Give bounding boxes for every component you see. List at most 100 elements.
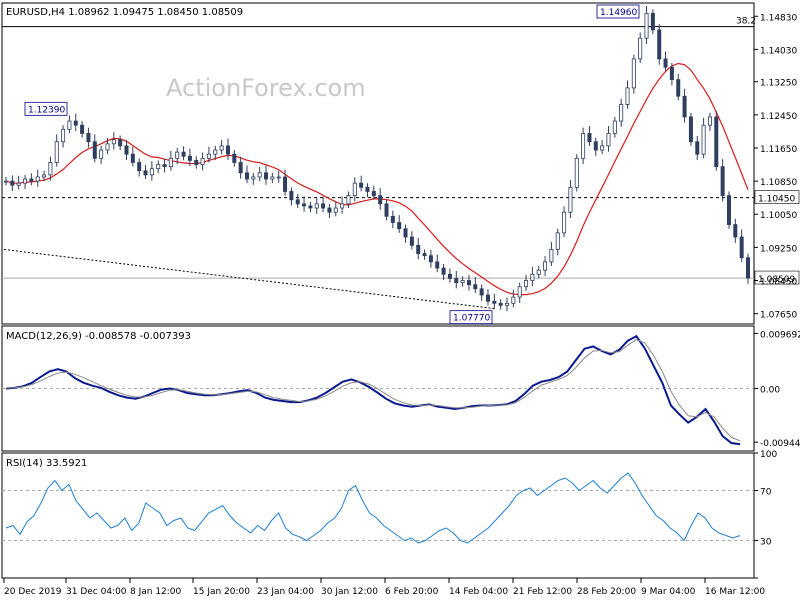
candle-body — [270, 176, 275, 180]
candle-body — [257, 172, 262, 178]
candle-body — [676, 79, 681, 97]
price-y-tick-label: 1.13250 — [760, 79, 797, 89]
candle-body — [707, 116, 712, 126]
candle-body — [321, 203, 326, 209]
candle-body — [111, 139, 116, 145]
candle-body — [524, 280, 529, 288]
x-tick-label: 9 Mar 04:00 — [641, 587, 696, 597]
x-tick-label: 23 Jan 04:00 — [257, 587, 314, 597]
candle-body — [428, 255, 433, 263]
candle-body — [42, 174, 47, 178]
price-marker-box — [754, 270, 800, 285]
candle-body — [549, 249, 554, 263]
candle-body — [714, 116, 719, 168]
candle-body — [403, 228, 408, 238]
candle-body — [206, 153, 211, 159]
candle-body — [657, 29, 662, 60]
macd-y-tick-label: 0.009692 — [760, 330, 800, 340]
x-tick-label: 15 Jan 20:00 — [193, 587, 250, 597]
candle-body — [492, 300, 497, 304]
candle-body — [606, 133, 611, 147]
candle-body — [4, 180, 9, 183]
candle-body — [574, 157, 579, 188]
x-tick-label: 14 Feb 04:00 — [449, 587, 508, 597]
rsi-y-axis: 100 70 30 — [754, 450, 777, 579]
candle-body — [187, 155, 192, 161]
x-tick-label: 21 Feb 12:00 — [513, 587, 572, 597]
x-tick-label: 6 Feb 20:00 — [385, 587, 439, 597]
price-annotation-label: 1.12390 — [28, 105, 65, 115]
candle-body — [555, 232, 560, 250]
candle-body — [631, 58, 636, 89]
candle-body — [143, 170, 148, 176]
candle-body — [340, 203, 345, 209]
macd-signal-line — [6, 339, 741, 442]
candle-body — [61, 128, 66, 143]
price-marker-label: 1.10450 — [758, 195, 795, 205]
candle-body — [302, 203, 307, 207]
candle-body — [73, 120, 78, 126]
candle-body — [365, 186, 370, 192]
price-y-tick-label: 1.10050 — [760, 211, 797, 221]
candle-body — [663, 58, 668, 68]
candle-body — [720, 166, 725, 196]
x-tick-label: 16 Mar 12:00 — [705, 587, 765, 597]
candle-body — [460, 280, 465, 283]
candle-body — [530, 273, 535, 281]
price-marker-box — [754, 190, 800, 204]
candle-body — [733, 224, 738, 238]
price-panel — [1, 2, 755, 325]
price-annotation-label: 1.07770 — [453, 314, 490, 324]
candle-body — [29, 178, 34, 182]
candle-body — [498, 302, 503, 306]
price-annotation-box — [449, 310, 493, 325]
candle-body — [181, 151, 186, 157]
candle-body — [48, 162, 53, 176]
candle-body — [726, 195, 731, 225]
candle-body — [352, 182, 357, 197]
ma-polyline — [5, 62, 749, 296]
candle-body — [156, 164, 161, 170]
x-tick-label: 30 Jan 12:00 — [321, 587, 378, 597]
rsi-line — [5, 472, 741, 544]
candle-body — [200, 157, 205, 165]
price-y-tick-label: 1.07650 — [760, 311, 797, 321]
trendline-segment — [3, 248, 496, 310]
price-y-tick-label: 1.12450 — [760, 112, 797, 122]
candle-body — [479, 288, 484, 296]
rsi-polyline — [5, 472, 741, 544]
candle-body — [333, 207, 338, 213]
candle-body — [562, 211, 567, 234]
macd-y-axis: 0.009692 0.00 -0.009449 — [754, 330, 800, 449]
price-y-tick-label: 1.10850 — [760, 178, 797, 188]
candle-body — [137, 162, 142, 172]
macd-lines — [5, 334, 741, 446]
candle-body — [295, 199, 300, 205]
candle-body — [581, 133, 586, 159]
candle-body — [397, 222, 402, 230]
candle-body — [612, 120, 617, 134]
rsi-y-tick-label: 100 — [760, 450, 777, 460]
candle-body — [466, 280, 471, 286]
candle-body — [619, 104, 624, 122]
candle-body — [264, 172, 269, 180]
candle-body — [454, 278, 459, 283]
x-tick-label: 31 Dec 04:00 — [66, 587, 127, 597]
rsi-panel — [1, 452, 755, 579]
candle-body — [149, 168, 154, 176]
candle-body — [688, 116, 693, 143]
candle-body — [308, 205, 313, 209]
candle-body — [371, 191, 376, 197]
candle-body — [213, 149, 218, 155]
candle-body — [422, 253, 427, 257]
candle-body — [99, 149, 104, 159]
price-y-axis: 1.14830 1.14030 1.13250 1.12450 1.11650 1.108… — [754, 13, 797, 321]
x-tick-label: 28 Feb 20:00 — [577, 587, 636, 597]
macd-line — [5, 334, 741, 446]
candle-body — [86, 133, 91, 143]
candle-body — [35, 176, 40, 182]
price-y-tick-label: 1.14830 — [760, 13, 797, 23]
candle-body — [276, 176, 281, 179]
